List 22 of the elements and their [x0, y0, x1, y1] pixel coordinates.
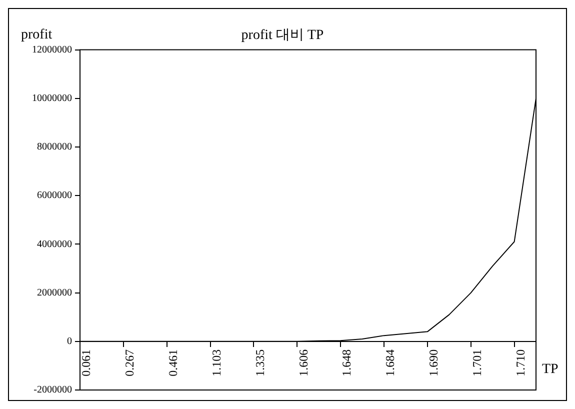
y-tick-label: 4000000	[37, 238, 72, 250]
x-tick-label: 1.690	[426, 349, 441, 376]
x-tick-label: 0.461	[166, 349, 180, 376]
x-tick-label: 1.648	[340, 349, 354, 376]
chart-title: profit 대비 TP	[241, 28, 324, 44]
y-tick-label: 6000000	[37, 190, 72, 202]
x-tick-label: 1.606	[296, 349, 310, 376]
y-tick-label: 12000000	[32, 44, 72, 56]
x-axis-title: TP	[542, 362, 559, 378]
x-tick-label: 1.684	[383, 349, 398, 376]
x-tick-label: 0.061	[79, 349, 94, 376]
x-tick-label: 1.710	[513, 349, 528, 376]
y-tick-label: 0	[67, 336, 72, 348]
y-axis-title: profit	[21, 28, 52, 43]
x-tick-label: 1.335	[252, 349, 267, 376]
y-tick-label: -2000000	[34, 384, 72, 396]
y-tick-label: 10000000	[32, 93, 72, 104]
x-tick-label: 1.103	[209, 349, 224, 376]
x-tick-label: 0.267	[122, 349, 137, 376]
y-tick-label: 8000000	[37, 142, 72, 153]
x-tick-label: 1.701	[470, 349, 484, 376]
y-tick-label: 2000000	[37, 287, 72, 298]
